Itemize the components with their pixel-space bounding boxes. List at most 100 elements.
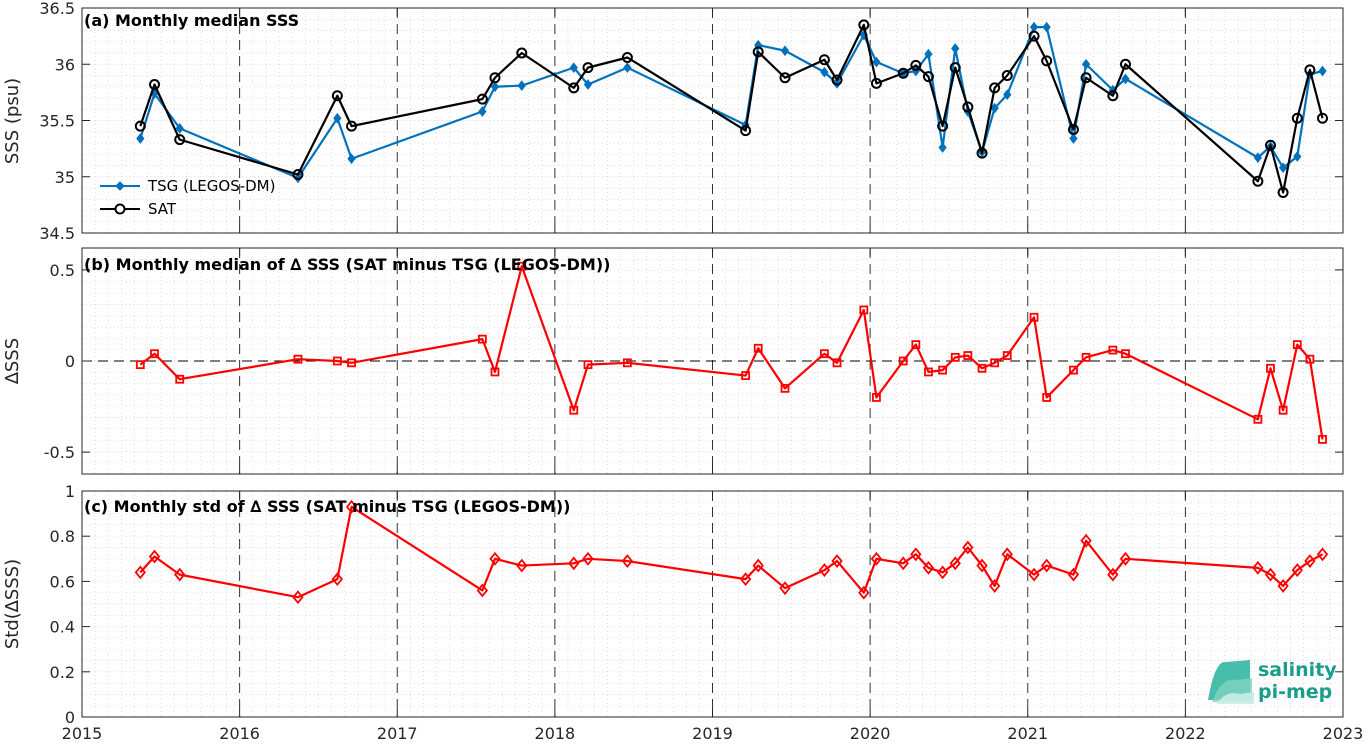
legend-sat-marker: [114, 203, 126, 215]
data-point: [333, 112, 342, 124]
data-point: [1304, 554, 1316, 568]
data-point: [331, 572, 344, 587]
data-point: [741, 371, 751, 380]
panel-a-ylabel: SSS (psu): [2, 78, 23, 164]
data-point: [1121, 73, 1130, 85]
data-point: [136, 133, 145, 144]
data-point: [347, 153, 356, 165]
y-tick-label: 0.6: [50, 572, 75, 591]
data-point: [516, 558, 528, 573]
data-point: [1293, 151, 1302, 162]
x-tick-label: 2020: [850, 724, 891, 743]
data-point: [1278, 405, 1288, 415]
data-point: [988, 578, 1001, 593]
data-point: [1266, 363, 1275, 373]
y-tick-label: 0.8: [50, 527, 75, 546]
x-tick-label: 2022: [1165, 724, 1206, 743]
data-point: [831, 554, 843, 568]
y-tick-label: 35.5: [39, 112, 75, 131]
data-point: [1252, 560, 1264, 575]
data-point: [1108, 345, 1118, 355]
data-point: [1029, 312, 1039, 322]
data-point: [1067, 567, 1080, 582]
panel-b-title: (b) Monthly median of ∆ SSS (SAT minus T…: [84, 255, 610, 274]
data-point: [476, 583, 489, 598]
data-point: [1291, 112, 1303, 124]
data-point: [1277, 187, 1289, 198]
logo-text-salinity: salinity: [1258, 659, 1337, 681]
data-point: [1305, 354, 1315, 364]
data-point: [1069, 133, 1078, 144]
panel-a-title: (a) Monthly median SSS: [84, 11, 299, 30]
data-point: [949, 62, 961, 74]
data-point: [1067, 124, 1079, 135]
data-point: [858, 19, 870, 31]
data-point: [780, 383, 790, 393]
data-point: [818, 563, 831, 578]
data-point: [1003, 89, 1012, 100]
data-point: [949, 556, 961, 571]
panel-c: 0 0.2 0.4 0.6 0.8 1 2015 2016 2017 2018 2019 2020 20…: [50, 482, 1364, 743]
data-point: [569, 405, 579, 415]
data-point: [1316, 547, 1329, 562]
data-point: [950, 352, 960, 362]
x-tick-label: 2018: [535, 724, 576, 743]
data-point: [292, 590, 304, 605]
data-point: [292, 169, 304, 180]
y-tick-label: 0.4: [50, 618, 75, 637]
data-point: [1253, 414, 1263, 424]
data-point: [148, 549, 161, 564]
panel-a: 34.5 35 35.5 36 36.5: [39, 0, 1344, 243]
y-tick-label: 0.2: [50, 663, 75, 682]
data-point: [910, 59, 922, 71]
legend: TSG (LEGOS-DM) SAT: [100, 177, 275, 218]
data-point: [134, 120, 146, 132]
y-tick-label: 0: [65, 352, 75, 371]
data-point: [938, 365, 948, 375]
data-point: [1028, 30, 1040, 42]
series-line: [139, 26, 1323, 179]
logo-wave-icon-3: [1216, 692, 1254, 704]
data-point: [820, 66, 829, 78]
y-tick-label: 34.5: [39, 224, 75, 243]
data-point: [1081, 58, 1091, 70]
data-point: [989, 82, 1001, 94]
x-tick-label: 2023: [1323, 724, 1364, 743]
panel-b: -0.5 0 0.5: [44, 247, 1344, 475]
data-point: [1081, 352, 1091, 362]
data-point: [1080, 72, 1092, 84]
data-point: [832, 78, 842, 89]
data-point: [489, 551, 501, 566]
data-point: [583, 79, 593, 90]
data-point: [951, 43, 960, 54]
data-point: [779, 581, 791, 596]
data-point: [820, 349, 829, 359]
data-point: [1121, 349, 1130, 359]
data-point: [752, 558, 764, 573]
y-tick-label: 35: [55, 168, 75, 187]
x-tick-label: 2021: [1007, 724, 1048, 743]
panel-c-title: (c) Monthly std of ∆ SSS (SAT minus TSG …: [84, 497, 570, 516]
y-tick-label: 0.5: [50, 261, 75, 280]
data-point: [1253, 152, 1263, 163]
data-point: [1107, 567, 1119, 582]
series-1-0: [135, 261, 1327, 444]
x-tick-label: 2015: [62, 724, 103, 743]
data-point: [490, 81, 500, 93]
panel-b-ylabel: ∆SSS: [2, 338, 23, 385]
panel-c-ylabel: Std(∆SSS): [2, 559, 23, 649]
data-point: [1080, 533, 1092, 548]
data-point: [1001, 547, 1013, 562]
data-point: [1264, 567, 1277, 582]
series-0-0: [136, 21, 1327, 184]
data-point: [1041, 55, 1053, 67]
logo-text-pimep: pi-mep: [1258, 681, 1332, 703]
x-tick-label: 2019: [692, 724, 733, 743]
data-point: [897, 67, 909, 79]
data-point: [832, 358, 842, 368]
data-point: [1069, 365, 1078, 375]
data-point: [331, 90, 343, 102]
data-point: [1002, 351, 1012, 360]
data-point: [1041, 558, 1053, 573]
data-point: [780, 45, 790, 57]
